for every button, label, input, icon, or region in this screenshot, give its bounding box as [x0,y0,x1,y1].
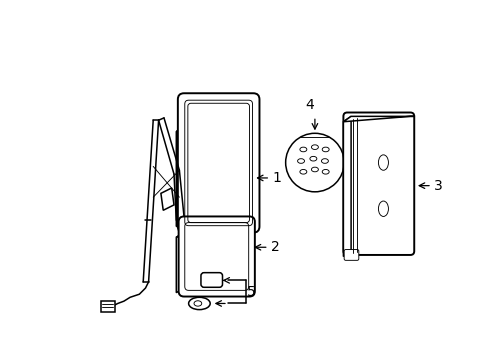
Polygon shape [176,222,230,237]
Circle shape [285,133,344,192]
Ellipse shape [297,159,304,163]
Ellipse shape [378,155,387,170]
FancyBboxPatch shape [201,273,222,287]
Polygon shape [176,233,183,293]
FancyBboxPatch shape [101,301,115,312]
Ellipse shape [378,201,387,216]
FancyBboxPatch shape [344,249,358,260]
Ellipse shape [311,145,318,149]
FancyBboxPatch shape [178,216,254,297]
Ellipse shape [311,167,318,172]
Polygon shape [176,126,183,226]
Ellipse shape [299,147,306,152]
Polygon shape [343,116,414,122]
Ellipse shape [322,147,328,152]
Ellipse shape [321,159,328,163]
Ellipse shape [299,170,306,174]
Text: 5: 5 [246,285,255,299]
Polygon shape [161,188,174,210]
Text: 4: 4 [305,99,313,112]
Ellipse shape [309,156,316,161]
Polygon shape [343,116,350,256]
Polygon shape [176,99,228,132]
Text: 1: 1 [272,171,281,185]
FancyBboxPatch shape [343,112,413,255]
Text: 2: 2 [270,240,279,254]
FancyBboxPatch shape [178,93,259,233]
Polygon shape [176,222,253,226]
Ellipse shape [188,297,210,310]
Text: 3: 3 [433,179,442,193]
Ellipse shape [322,170,328,174]
